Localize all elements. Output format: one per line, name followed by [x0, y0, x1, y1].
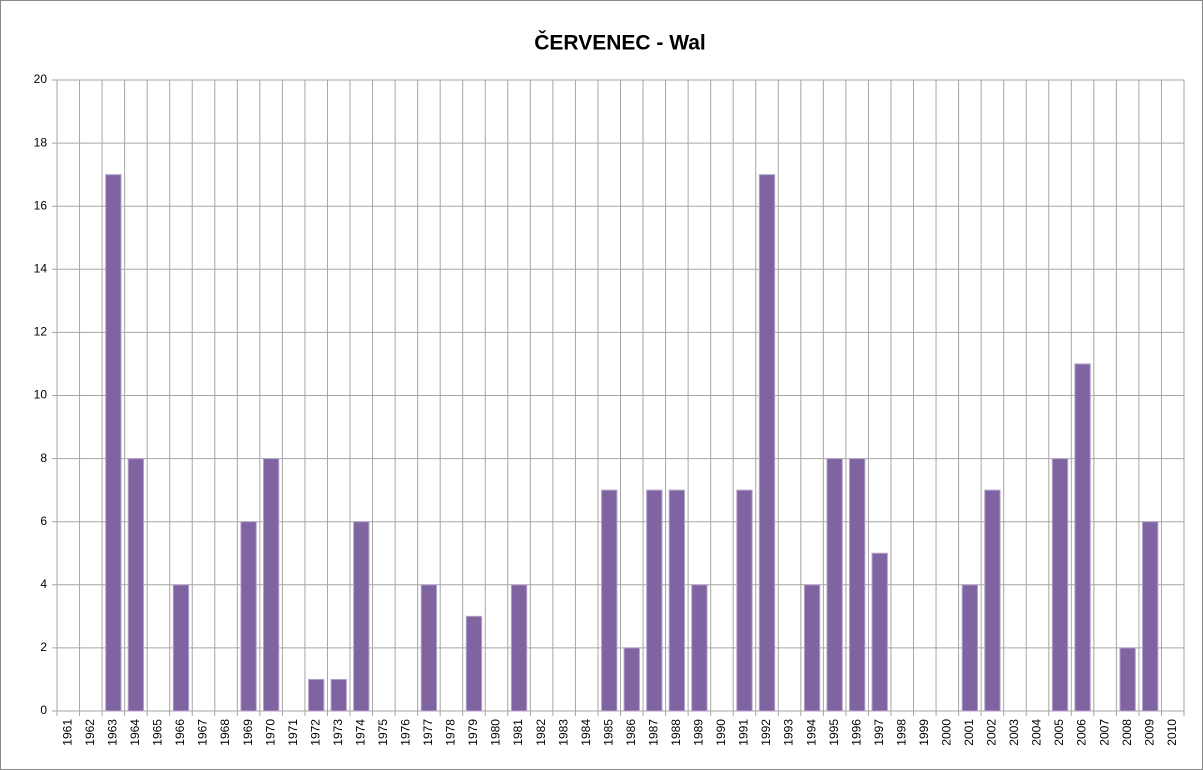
bar — [736, 489, 753, 712]
bar — [668, 489, 686, 712]
x-tick-label: 1987 — [646, 719, 660, 746]
bar — [1142, 521, 1159, 712]
x-tick-label: 1969 — [241, 719, 255, 746]
x-tick-label: 2007 — [1097, 719, 1111, 746]
x-tick-label: 1968 — [218, 719, 232, 746]
bar — [240, 521, 257, 712]
x-tick-label: 2010 — [1165, 719, 1179, 746]
y-tick-label: 8 — [40, 451, 47, 465]
x-tick-label: 2008 — [1120, 719, 1134, 746]
y-tick-label: 18 — [34, 135, 48, 149]
x-tick-label: 1982 — [534, 719, 548, 746]
bar — [691, 584, 708, 712]
bar — [127, 458, 145, 712]
x-tick-label: 1975 — [376, 719, 390, 746]
x-tick-label: 2006 — [1075, 719, 1089, 746]
x-tick-label: 1998 — [894, 719, 908, 746]
bar — [803, 584, 821, 712]
bar — [601, 489, 618, 712]
bar — [1119, 647, 1136, 712]
bar — [1051, 458, 1069, 712]
bar — [465, 615, 483, 712]
x-tick-label: 1989 — [692, 719, 706, 746]
y-tick-label: 4 — [40, 577, 47, 591]
bar — [105, 174, 122, 712]
y-tick-label: 12 — [34, 325, 48, 339]
x-tick-label: 2009 — [1142, 719, 1156, 746]
bar — [510, 584, 528, 712]
x-tick-label: 1986 — [624, 719, 638, 746]
bar — [826, 458, 843, 712]
chart-title: ČERVENEC - Wal — [534, 31, 706, 55]
y-tick-label: 14 — [34, 261, 48, 275]
y-tick-label: 20 — [34, 72, 48, 86]
x-tick-label: 1999 — [917, 719, 931, 746]
bar — [1074, 363, 1091, 712]
bar — [262, 458, 280, 712]
y-tick-label: 2 — [40, 640, 47, 654]
bar — [330, 678, 347, 712]
bar — [961, 584, 979, 712]
y-tick-label: 16 — [34, 198, 48, 212]
x-tick-label: 1983 — [556, 719, 570, 746]
x-tick-label: 1966 — [173, 719, 187, 746]
x-tick-label: 1992 — [759, 719, 773, 746]
x-tick-label: 2002 — [985, 719, 999, 746]
x-tick-label: 1984 — [579, 719, 593, 746]
bar — [623, 647, 640, 712]
y-tick-label: 0 — [40, 703, 47, 717]
x-tick-label: 1985 — [601, 719, 615, 746]
x-tick-label: 1970 — [263, 719, 277, 746]
x-tick-label: 1991 — [737, 719, 751, 746]
x-tick-label: 1961 — [60, 719, 74, 746]
x-tick-label: 1964 — [128, 719, 142, 746]
x-tick-label: 1978 — [444, 719, 458, 746]
bar — [871, 552, 888, 712]
x-tick-label: 1996 — [849, 719, 863, 746]
bar — [420, 584, 438, 712]
x-tick-label: 2001 — [962, 719, 976, 746]
bar — [849, 458, 866, 712]
x-tick-label: 1963 — [106, 719, 120, 746]
bar — [172, 584, 190, 712]
y-tick-label: 6 — [40, 514, 47, 528]
bar — [646, 489, 663, 712]
x-tick-label: 1995 — [827, 719, 841, 746]
x-tick-label: 1967 — [196, 719, 210, 746]
x-tick-label: 1990 — [714, 719, 728, 746]
x-tick-label: 1976 — [399, 719, 413, 746]
x-tick-label: 1997 — [872, 719, 886, 746]
x-tick-label: 1993 — [782, 719, 796, 746]
x-tick-label: 1974 — [353, 719, 367, 746]
x-tick-label: 2003 — [1007, 719, 1021, 746]
x-tick-label: 2005 — [1052, 719, 1066, 746]
x-tick-label: 1973 — [331, 719, 345, 746]
x-tick-label: 1965 — [151, 719, 165, 746]
bar — [308, 678, 325, 712]
x-tick-label: 1971 — [286, 719, 300, 746]
x-tick-label: 1972 — [308, 719, 322, 746]
x-tick-label: 1994 — [804, 719, 818, 746]
x-tick-label: 1977 — [421, 719, 435, 746]
bar — [353, 521, 370, 712]
x-tick-label: 1988 — [669, 719, 683, 746]
x-tick-label: 1962 — [83, 719, 97, 746]
x-tick-label: 1981 — [511, 719, 525, 746]
x-tick-label: 2000 — [940, 719, 954, 746]
x-tick-label: 1979 — [466, 719, 480, 746]
bar — [758, 174, 776, 712]
x-tick-label: 2004 — [1030, 719, 1044, 746]
bar — [984, 489, 1001, 712]
y-tick-label: 10 — [34, 388, 48, 402]
x-tick-label: 1980 — [489, 719, 503, 746]
